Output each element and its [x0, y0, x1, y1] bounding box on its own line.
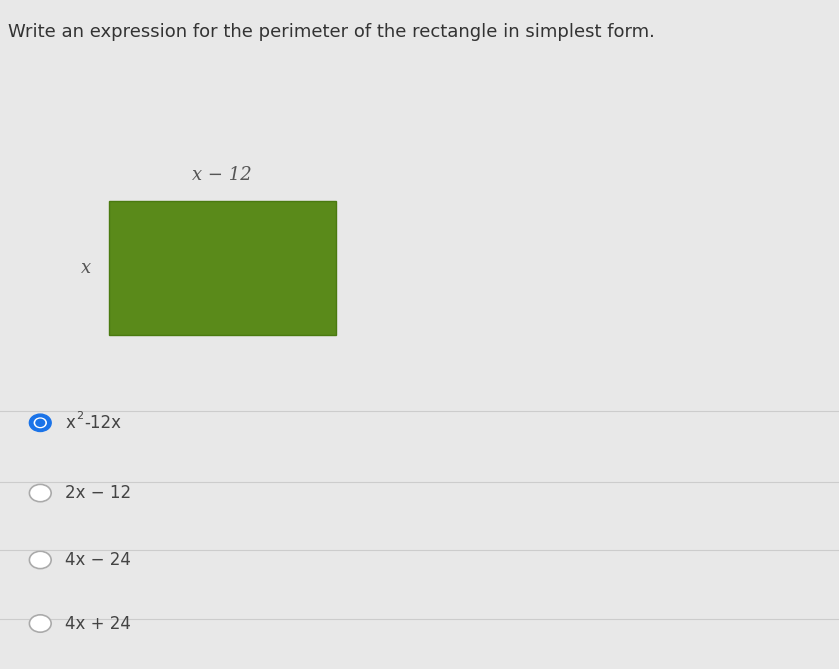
Text: x − 12: x − 12 [192, 166, 253, 184]
Text: -12x: -12x [84, 414, 121, 432]
Text: 4x − 24: 4x − 24 [65, 551, 132, 569]
Circle shape [29, 414, 51, 432]
FancyBboxPatch shape [109, 201, 336, 334]
Circle shape [29, 615, 51, 632]
Text: x: x [65, 414, 76, 432]
Text: 2: 2 [76, 411, 83, 421]
Circle shape [29, 484, 51, 502]
Text: Write an expression for the perimeter of the rectangle in simplest form.: Write an expression for the perimeter of… [8, 23, 655, 41]
Circle shape [29, 551, 51, 569]
Circle shape [34, 418, 46, 427]
Text: x: x [81, 259, 91, 276]
Text: 2x − 12: 2x − 12 [65, 484, 132, 502]
Text: 4x + 24: 4x + 24 [65, 615, 132, 632]
Circle shape [36, 419, 44, 426]
